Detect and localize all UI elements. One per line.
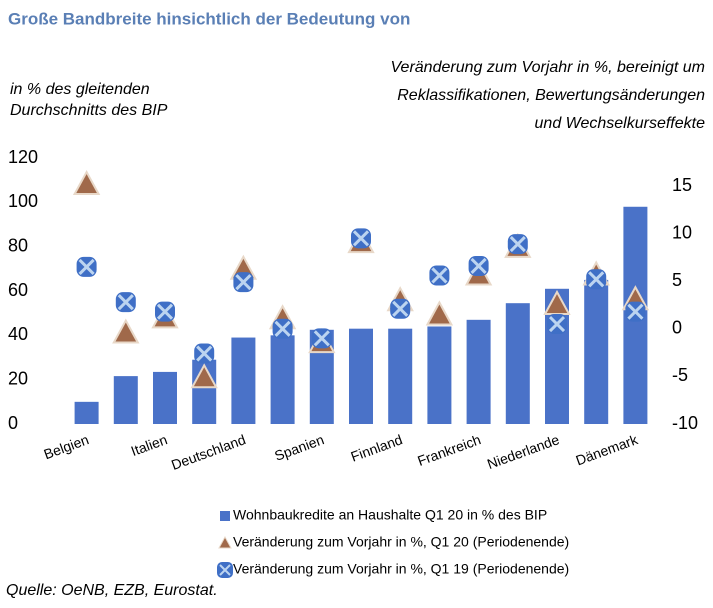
triangle-marker [425, 300, 454, 326]
cross-marker-x [392, 300, 409, 317]
cross-marker-x [627, 303, 644, 320]
x-tick-label: Frankreich [415, 431, 483, 469]
cross-marker-x [588, 271, 605, 288]
x-tick-label: Deutschland [169, 431, 248, 473]
y2-tick-label: 15 [672, 175, 692, 195]
cross-marker [76, 256, 97, 277]
legend-label: Veränderung zum Vorjahr in %, Q1 19 (Per… [233, 561, 569, 577]
cross-marker [351, 228, 371, 249]
cross-marker-x [313, 330, 330, 347]
legend-label: Veränderung zum Vorjahr in %, Q1 20 (Per… [233, 534, 569, 550]
x-tick-label: Italien [129, 431, 170, 459]
bar [505, 303, 530, 424]
cross-marker-x [470, 257, 487, 275]
y-axis-label: in % des gleitenden [10, 81, 150, 98]
y2-tick-label: -5 [672, 365, 688, 385]
bar [427, 326, 452, 424]
y-axis-label: Durchschnitts des BIP [10, 102, 168, 119]
cross-marker-x [352, 230, 370, 247]
cross-marker [233, 272, 254, 293]
y-tick-label: 60 [8, 280, 28, 300]
y-tick-label: 20 [8, 368, 28, 388]
cross-marker [586, 269, 607, 290]
cross-marker-x [156, 303, 174, 320]
y2-axis-label: Veränderung zum Vorjahr in %, bereinigt … [390, 59, 705, 76]
cross-marker-x [509, 236, 526, 253]
bar [270, 335, 295, 424]
legend-swatch [219, 564, 231, 576]
cross-marker-x [196, 345, 213, 362]
y2-tick-label: 10 [672, 222, 692, 242]
y2-tick-label: -10 [672, 413, 698, 433]
cross-marker-x [274, 320, 291, 337]
legend-swatch [218, 535, 232, 549]
cross-marker [115, 292, 136, 313]
bar [74, 401, 99, 424]
cross-marker [625, 301, 646, 322]
cross-marker [507, 234, 528, 255]
y2-axis-label: Reklassifikationen, Bewertungsänderungen [397, 87, 705, 104]
cross-marker-x [431, 267, 448, 284]
bar [584, 279, 609, 424]
cross-marker-x [78, 258, 95, 275]
cross-marker [429, 265, 450, 286]
bar [466, 319, 491, 424]
cross-marker [272, 318, 293, 339]
cross-marker [390, 298, 411, 319]
y-tick-label: 40 [8, 324, 28, 344]
x-tick-label: Dänemark [574, 431, 641, 468]
y2-tick-label: 5 [672, 270, 682, 290]
triangle-marker [72, 169, 101, 196]
y-tick-label: 80 [8, 235, 28, 255]
bar [388, 328, 413, 424]
legend-label: Wohnbaukredite an Haushalte Q1 20 in % d… [233, 507, 547, 523]
cross-marker [194, 343, 215, 364]
cross-marker [155, 301, 175, 322]
cross-marker [468, 255, 489, 276]
y-tick-label: 120 [8, 147, 38, 167]
y-tick-label: 100 [8, 191, 38, 211]
triangle-marker [543, 289, 571, 315]
legend-swatch [220, 511, 230, 521]
cross-marker-x [235, 274, 252, 291]
y2-axis-label: und Wechselkurseffekte [535, 115, 706, 132]
cross-marker [547, 314, 567, 335]
x-tick-label: Finnland [349, 431, 405, 464]
bar [349, 328, 373, 424]
y-tick-label: 0 [8, 413, 18, 433]
cross-marker-x [117, 294, 134, 311]
triangle-marker [190, 363, 218, 389]
chart-title: Große Bandbreite hinsichtlich der Bedeut… [8, 9, 410, 28]
y2-tick-label: 0 [672, 318, 682, 338]
bar [231, 337, 256, 424]
bar [113, 376, 138, 424]
x-tick-label: Niederlande [485, 431, 562, 472]
cross-marker-x [548, 315, 566, 333]
x-tick-label: Belgien [42, 431, 91, 462]
x-tick-label: Spanien [272, 431, 326, 464]
triangle-marker [112, 318, 140, 344]
cross-marker [311, 328, 332, 349]
bar [153, 371, 177, 424]
source: Quelle: OeNB, EZB, Eurostat. [6, 582, 218, 599]
